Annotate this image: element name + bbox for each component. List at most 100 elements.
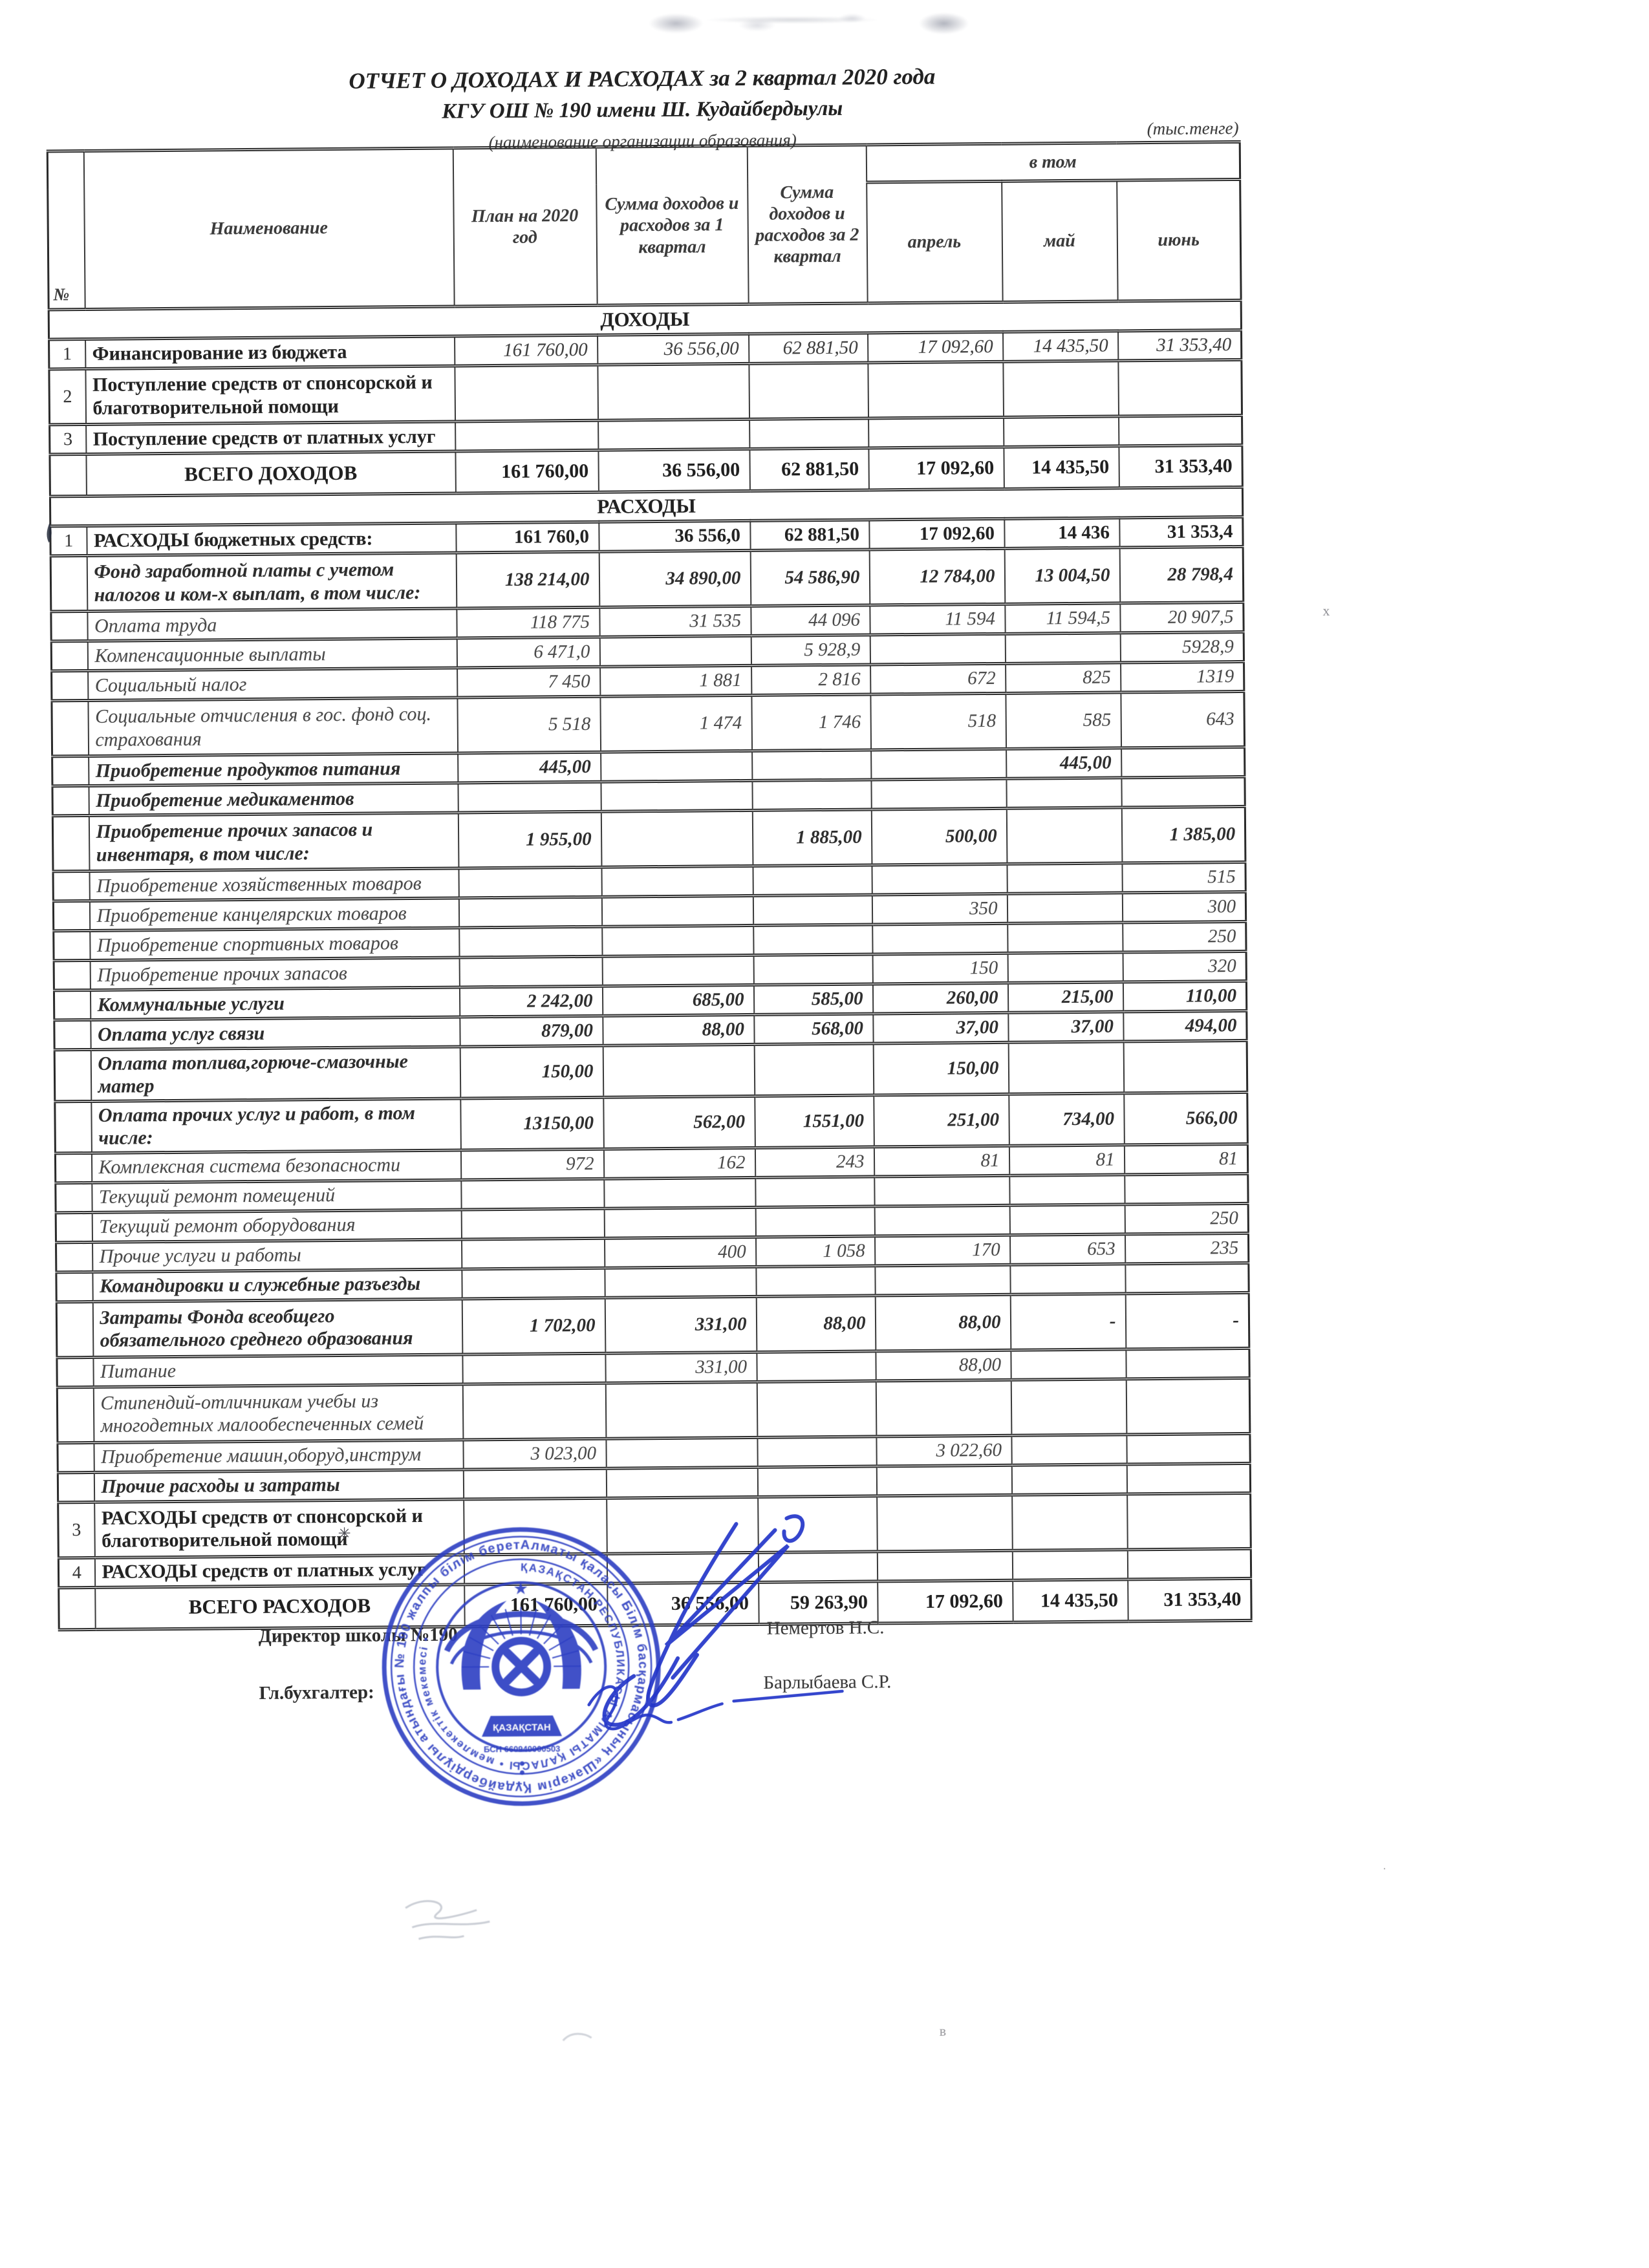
cell-value: 494,00 — [1123, 1011, 1247, 1042]
row-number — [52, 756, 89, 786]
cell-value: 161 760,00 — [454, 335, 598, 367]
scanner-noise — [634, 4, 986, 39]
cell-value — [872, 923, 1008, 954]
cell-value — [874, 1175, 1010, 1206]
row-number — [52, 815, 90, 872]
cell-value — [1121, 776, 1245, 808]
cell-value: 215,00 — [1008, 981, 1123, 1013]
margin-pen-mark — [47, 523, 52, 543]
cell-value — [601, 895, 753, 927]
cell-value — [1007, 892, 1123, 924]
cell-value: 36 556,00 — [598, 449, 750, 493]
row-number: 1 — [48, 339, 85, 369]
cell-value — [458, 897, 602, 928]
cell-value: 1 955,00 — [458, 811, 601, 868]
col-header-num: № — [47, 151, 85, 310]
cell-value: 251,00 — [873, 1094, 1009, 1147]
cell-value — [603, 1044, 755, 1098]
row-label: Социальные отчисления в гос. фонд соц. с… — [87, 697, 458, 756]
director-signature — [602, 1514, 805, 1727]
row-number — [57, 1387, 94, 1443]
cell-value — [605, 1381, 757, 1439]
cell-value — [1118, 415, 1242, 446]
cell-value: 734,00 — [1008, 1093, 1125, 1146]
cell-value — [1011, 1493, 1128, 1550]
cell-value — [870, 749, 1006, 780]
cell-value: 1 474 — [599, 695, 752, 753]
cell-value: 1 058 — [755, 1236, 875, 1267]
cell-value: 6 471,0 — [457, 637, 600, 668]
cell-value: 110,00 — [1123, 981, 1247, 1012]
cell-value: 250 — [1122, 921, 1247, 952]
cell-value: 235 — [1125, 1232, 1249, 1264]
row-label: Оплата прочих услуг и работ, в том числе… — [91, 1098, 461, 1153]
cell-value — [601, 925, 754, 957]
emblem-banner — [482, 1715, 563, 1737]
cell-value: 7 450 — [457, 667, 600, 698]
cell-value: 88,00 — [875, 1294, 1011, 1351]
cell-value: 170 — [874, 1234, 1010, 1266]
row-number — [58, 1471, 94, 1503]
row-label: Прочие услуги и работы — [92, 1239, 462, 1272]
row-label: Оплата топлива,горюче-смазочные матер — [91, 1046, 460, 1102]
cell-value — [1005, 632, 1121, 664]
cell-value: 1 885,00 — [752, 809, 872, 866]
cell-value — [749, 418, 868, 449]
cell-value — [753, 954, 873, 985]
table-row: Затраты Фонда всеобщего обязательного ср… — [56, 1292, 1249, 1358]
cell-value: 162 — [603, 1147, 755, 1179]
cell-value — [757, 1436, 877, 1467]
cell-value — [601, 810, 753, 868]
row-label: Приобретение прочих запасов и инвентаря,… — [89, 812, 458, 872]
row-number — [51, 641, 88, 671]
cell-value: 14 435,50 — [1012, 1579, 1128, 1622]
cell-value — [1011, 1464, 1127, 1495]
cell-value: 17 092,60 — [867, 332, 1003, 363]
row-number — [50, 611, 88, 641]
cell-value — [460, 1178, 605, 1210]
cell-value: 331,00 — [605, 1351, 757, 1383]
cell-value — [1009, 1204, 1125, 1235]
cell-value — [753, 894, 872, 926]
cell-value: 331,00 — [605, 1296, 757, 1353]
row-label: Стипендий-отличникам учебы из многодетны… — [93, 1384, 463, 1442]
row-number: 3 — [58, 1501, 95, 1558]
cell-value — [463, 1468, 607, 1499]
cell-value: 972 — [460, 1148, 604, 1180]
cell-value: 11 594,5 — [1004, 603, 1121, 634]
cell-value — [1011, 1434, 1127, 1465]
emblem-star: ★ — [513, 1579, 528, 1598]
row-label: Поступление средств от спонсорской и бла… — [85, 366, 455, 425]
cell-value — [755, 1206, 875, 1237]
cell-value: 44 096 — [750, 604, 870, 636]
cell-value — [756, 1351, 876, 1382]
row-number — [53, 930, 91, 961]
cell-value — [605, 1437, 758, 1468]
row-number — [58, 1587, 96, 1630]
table-row: Фонд заработной платы с учетом налогов и… — [50, 546, 1244, 612]
cell-value: 3 022,60 — [876, 1435, 1012, 1466]
cell-value: 88,00 — [602, 1014, 755, 1046]
cell-value — [754, 1043, 874, 1097]
col-header-q2: Сумма доходов и расходов за 2 квартал — [747, 144, 868, 305]
cell-value: 31 353,40 — [1118, 445, 1243, 488]
cell-value: 879,00 — [459, 1016, 603, 1047]
cell-value — [755, 1265, 876, 1296]
cell-value — [462, 1353, 606, 1384]
emblem-wings — [444, 1600, 599, 1690]
cell-value: 17 092,60 — [868, 447, 1004, 490]
cell-value — [598, 419, 749, 451]
row-label: Оплата труда — [87, 608, 457, 641]
row-number — [56, 1242, 92, 1272]
cell-value: 500,00 — [871, 808, 1007, 865]
organization-name: КГУ ОШ № 190 имени Ш. Кудайбердыулы — [442, 96, 843, 123]
cell-value — [457, 782, 601, 813]
cell-value — [601, 866, 753, 897]
table-row: Социальные отчисления в гос. фонд соц. с… — [51, 691, 1245, 756]
cell-value: 1 385,00 — [1121, 806, 1245, 863]
cell-value — [752, 864, 872, 896]
cell-value — [1126, 1462, 1251, 1494]
accountant-label: Гл.бухгалтер: — [259, 1682, 374, 1704]
cell-value — [1126, 1492, 1251, 1550]
cell-value: 62 881,50 — [749, 519, 870, 551]
